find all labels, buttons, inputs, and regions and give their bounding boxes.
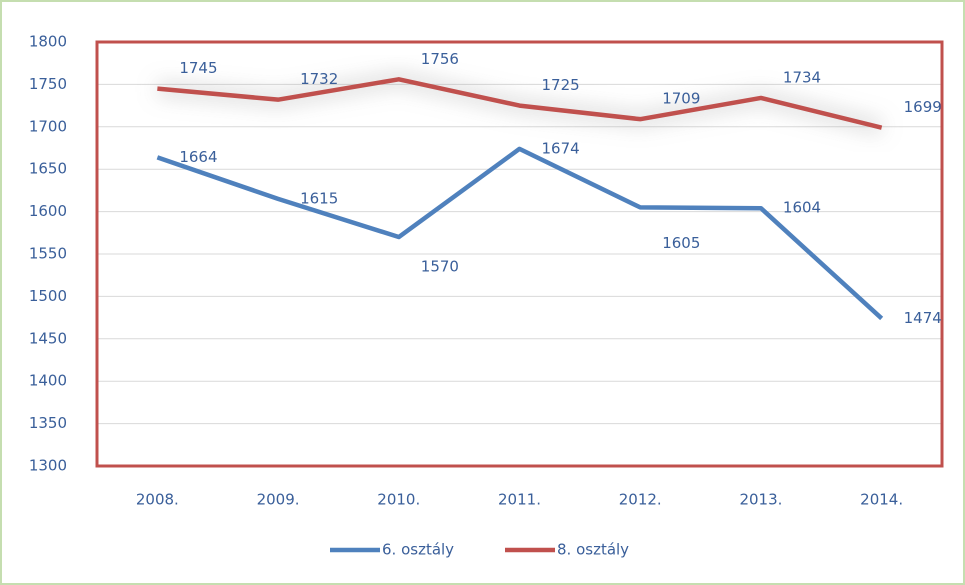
data-label: 1474 [904,309,942,327]
y-tick-label: 1300 [29,457,67,475]
y-tick-label: 1700 [29,117,67,135]
x-tick-label: 2010. [377,491,420,509]
x-tick-label: 2008. [136,491,179,509]
y-tick-label: 1350 [29,414,67,432]
data-label: 1734 [783,68,821,86]
x-tick-label: 2014. [860,491,903,509]
legend-label: 8. osztály [557,541,629,559]
y-tick-label: 1600 [29,202,67,220]
data-label: 1732 [300,70,338,88]
y-tick-label: 1500 [29,287,67,305]
series-line [156,146,884,321]
data-label: 1756 [421,50,459,68]
x-tick-label: 2013. [739,491,782,509]
series-line [157,77,883,130]
data-label: 1725 [542,76,580,94]
data-label: 1604 [783,199,821,217]
legend-label: 6. osztály [382,541,454,559]
data-label: 1699 [904,98,942,116]
y-tick-label: 1800 [29,33,67,51]
data-label: 1674 [542,139,580,157]
data-label: 1745 [179,59,217,77]
y-tick-label: 1550 [29,245,67,263]
data-label: 1570 [421,258,459,276]
plot-border [95,40,944,468]
y-tick-label: 1400 [29,372,67,390]
data-label: 1615 [300,189,338,207]
y-tick-label: 1650 [29,160,67,178]
data-label: 1664 [179,148,217,166]
data-label: 1709 [662,90,700,108]
x-tick-label: 2012. [619,491,662,509]
y-tick-label: 1450 [29,329,67,347]
data-label: 1605 [662,234,700,252]
y-tick-label: 1750 [29,75,67,93]
x-tick-label: 2009. [257,491,300,509]
x-tick-label: 2011. [498,491,541,509]
